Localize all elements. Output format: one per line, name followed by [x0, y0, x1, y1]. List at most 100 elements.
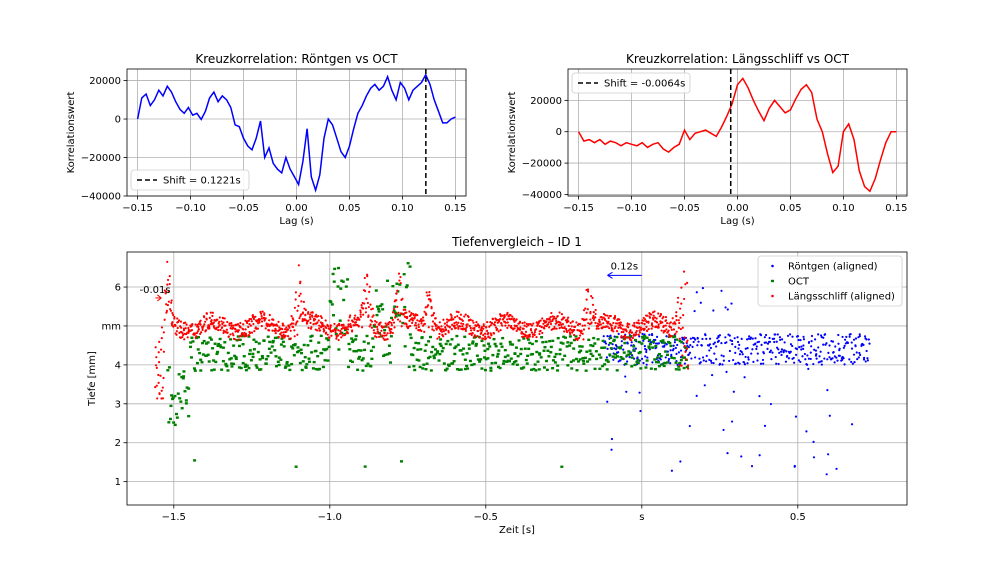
oct-point	[467, 347, 471, 350]
oct-point	[361, 369, 365, 372]
roentgen-point	[774, 355, 777, 359]
oct-point	[363, 348, 367, 352]
oct-point	[310, 334, 314, 338]
laengsschliff-point	[298, 317, 301, 320]
laengsschliff-point	[164, 292, 167, 295]
laengsschliff-point	[676, 301, 679, 304]
laengsschliff-point	[309, 321, 312, 325]
oct-point	[191, 340, 195, 343]
laengsschliff-point	[677, 319, 680, 322]
laengsschliff-point	[203, 323, 206, 326]
oct-point	[463, 367, 467, 371]
laengsschliff-point	[586, 288, 590, 291]
laengsschliff-point	[181, 333, 185, 337]
laengsschliff-point	[641, 322, 644, 325]
laengsschliff-point	[629, 329, 632, 332]
laengsschliff-point	[397, 311, 400, 314]
oct-point	[226, 351, 230, 355]
roentgen-point	[721, 363, 724, 366]
laengsschliff-point	[162, 350, 165, 353]
laengsschliff-point	[614, 325, 617, 328]
oct-point	[535, 350, 539, 354]
roentgen-point	[728, 334, 731, 337]
laengsschliff-point	[326, 333, 329, 336]
laengsschliff-point	[528, 335, 531, 338]
oct-point	[221, 346, 225, 349]
oct-point	[488, 345, 492, 348]
roentgen-point	[710, 373, 714, 377]
laengsschliff-point	[601, 318, 604, 321]
oct-point	[524, 358, 528, 362]
oct-point	[438, 342, 442, 346]
oct-point	[551, 366, 555, 370]
x-tick-label: −0.05	[669, 203, 700, 214]
laengsschliff-point	[476, 329, 479, 333]
oct-point	[428, 355, 432, 359]
oct-point	[466, 367, 470, 370]
laengsschliff-point	[554, 317, 558, 320]
laengsschliff-point	[239, 326, 242, 329]
oct-point	[494, 361, 498, 365]
laengsschliff-point	[607, 316, 610, 320]
laengsschliff-point	[682, 313, 685, 317]
oct-point	[290, 362, 294, 366]
oct-point	[291, 347, 295, 350]
laengsschliff-point	[573, 328, 576, 332]
roentgen-point	[709, 346, 712, 350]
laengsschliff-point	[224, 324, 227, 327]
roentgen-point	[754, 342, 757, 345]
laengsschliff-point	[340, 332, 343, 335]
laengsschliff-point	[480, 327, 483, 330]
roentgen-point	[785, 350, 788, 353]
laengsschliff-point	[438, 321, 441, 324]
laengsschliff-point	[633, 324, 636, 327]
laengsschliff-point	[296, 320, 299, 323]
oct-point	[271, 339, 275, 343]
roentgen-point	[743, 376, 746, 379]
laengsschliff-point	[512, 317, 516, 320]
oct-point	[649, 367, 653, 370]
roentgen-point	[853, 361, 856, 364]
laengsschliff-point	[555, 327, 558, 330]
oct-point	[556, 336, 560, 340]
oct-point	[395, 282, 399, 285]
laengsschliff-point	[154, 385, 157, 389]
laengsschliff-point	[177, 319, 181, 322]
laengsschliff-point	[499, 329, 502, 332]
oct-point	[506, 354, 510, 357]
laengsschliff-point	[388, 327, 391, 331]
oct-point	[424, 368, 428, 371]
oct-point	[448, 343, 452, 346]
laengsschliff-point	[547, 321, 551, 324]
oct-point	[472, 363, 476, 366]
oct-point	[455, 334, 459, 338]
oct-point	[677, 368, 681, 371]
laengsschliff-point	[353, 318, 356, 321]
laengsschliff-point	[341, 334, 344, 337]
laengsschliff-point	[420, 329, 423, 333]
oct-point	[434, 353, 438, 356]
laengsschliff-point	[218, 316, 221, 319]
oct-point	[349, 359, 353, 362]
oct-point	[621, 357, 625, 361]
laengsschliff-point	[349, 314, 352, 317]
laengsschliff-point	[551, 319, 554, 322]
oct-point	[371, 345, 375, 349]
oct-point	[354, 350, 358, 353]
roentgen-point	[761, 358, 765, 362]
roentgen-point	[679, 356, 683, 359]
roentgen-point	[741, 353, 744, 356]
laengsschliff-point	[671, 317, 674, 320]
laengsschliff-point	[455, 310, 458, 313]
laengsschliff-point	[212, 321, 215, 324]
roentgen-point	[763, 424, 767, 428]
roentgen-point	[787, 357, 791, 360]
oct-point	[422, 363, 426, 366]
oct-point	[632, 345, 636, 348]
laengsschliff-point	[284, 334, 287, 337]
oct-point	[439, 344, 443, 348]
chart-title: Tiefenvergleich – ID 1	[451, 235, 582, 249]
roentgen-point	[736, 336, 739, 339]
laengsschliff-point	[585, 311, 588, 314]
laengsschliff-point	[468, 324, 471, 328]
